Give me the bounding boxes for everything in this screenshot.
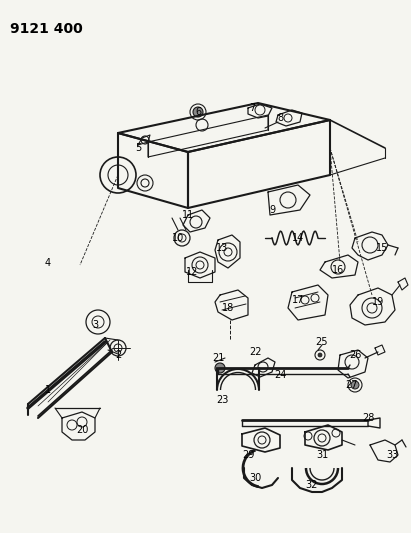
Text: 21: 21 xyxy=(212,353,224,363)
Text: 11: 11 xyxy=(182,210,194,220)
Text: 25: 25 xyxy=(316,337,328,347)
Text: 9: 9 xyxy=(269,205,275,215)
Text: 33: 33 xyxy=(386,450,398,460)
Circle shape xyxy=(318,353,322,357)
Text: 18: 18 xyxy=(222,303,234,313)
Text: 20: 20 xyxy=(76,425,88,435)
Text: 5: 5 xyxy=(135,143,141,153)
Text: 3: 3 xyxy=(92,320,98,330)
Text: 10: 10 xyxy=(172,233,184,243)
Text: 30: 30 xyxy=(249,473,261,483)
Text: 27: 27 xyxy=(346,380,358,390)
Text: 14: 14 xyxy=(292,233,304,243)
Text: 2: 2 xyxy=(115,350,121,360)
Text: 15: 15 xyxy=(376,243,388,253)
Text: 9121 400: 9121 400 xyxy=(10,22,83,36)
Text: 32: 32 xyxy=(306,480,318,490)
Text: 26: 26 xyxy=(349,350,361,360)
Text: 6: 6 xyxy=(195,107,201,117)
Circle shape xyxy=(351,381,359,389)
Text: 22: 22 xyxy=(249,347,261,357)
Circle shape xyxy=(215,363,225,373)
Text: 31: 31 xyxy=(316,450,328,460)
Text: 29: 29 xyxy=(242,450,254,460)
Text: 19: 19 xyxy=(372,297,384,307)
Circle shape xyxy=(193,107,203,117)
Text: 16: 16 xyxy=(332,265,344,275)
Text: 24: 24 xyxy=(274,370,286,380)
Text: 12: 12 xyxy=(186,267,198,277)
Text: 28: 28 xyxy=(362,413,374,423)
Text: 1: 1 xyxy=(45,385,51,395)
Text: 17: 17 xyxy=(292,295,304,305)
Text: 23: 23 xyxy=(216,395,228,405)
Text: 7: 7 xyxy=(249,103,255,113)
Text: 8: 8 xyxy=(277,113,283,123)
Text: 4: 4 xyxy=(45,258,51,268)
Text: 13: 13 xyxy=(216,243,228,253)
